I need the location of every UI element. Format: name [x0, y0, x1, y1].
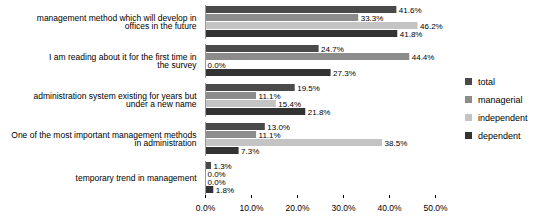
svg-text:41.8%: 41.8%	[400, 30, 423, 39]
svg-text:7.3%: 7.3%	[241, 147, 259, 156]
svg-text:21.8%: 21.8%	[308, 108, 331, 117]
svg-text:30.0%: 30.0%	[331, 203, 356, 213]
svg-text:40.0%: 40.0%	[377, 203, 402, 213]
svg-text:41.6%: 41.6%	[399, 6, 422, 15]
svg-text:temporary trend in management: temporary trend in management	[76, 173, 198, 183]
svg-text:20.0%: 20.0%	[285, 203, 310, 213]
html-text:managerial: managerial	[478, 94, 523, 105]
svg-text:38.5%: 38.5%	[385, 139, 408, 148]
html-text:total: total	[478, 76, 495, 87]
svg-text:13.0%: 13.0%	[267, 122, 290, 132]
svg-text:0.0%: 0.0%	[208, 61, 226, 70]
svg-text:44.4%: 44.4%	[412, 53, 435, 62]
svg-text:11.1%: 11.1%	[259, 131, 281, 140]
svg-text:33.3%: 33.3%	[361, 14, 384, 23]
svg-text:11.1%: 11.1%	[259, 92, 281, 101]
html-text:dependent: dependent	[478, 130, 521, 141]
svg-text:0.0%: 0.0%	[196, 203, 216, 213]
svg-text:10.0%: 10.0%	[239, 203, 264, 213]
svg-text:0.0%: 0.0%	[207, 169, 226, 179]
svg-text:I am reading about it for the: I am reading about it for the first time…	[49, 52, 197, 71]
svg-text:46.2%: 46.2%	[420, 22, 443, 31]
svg-text:15.4%: 15.4%	[278, 100, 301, 109]
svg-text:administration system existing: administration system existing for years…	[34, 91, 198, 110]
svg-text:24.7%: 24.7%	[321, 45, 344, 54]
svg-text:1.8%: 1.8%	[216, 186, 234, 195]
svg-text:0.0%: 0.0%	[207, 177, 226, 187]
html-text:independent: independent	[478, 112, 528, 123]
svg-text:27.3%: 27.3%	[333, 69, 356, 78]
svg-text:management method which will d: management method which will develop ino…	[37, 13, 197, 32]
svg-text:One of the most important mana: One of the most important management met…	[11, 130, 196, 149]
svg-text:1.3%: 1.3%	[213, 161, 232, 171]
svg-text:19.5%: 19.5%	[297, 84, 320, 93]
svg-text:50.0%: 50.0%	[423, 203, 448, 213]
